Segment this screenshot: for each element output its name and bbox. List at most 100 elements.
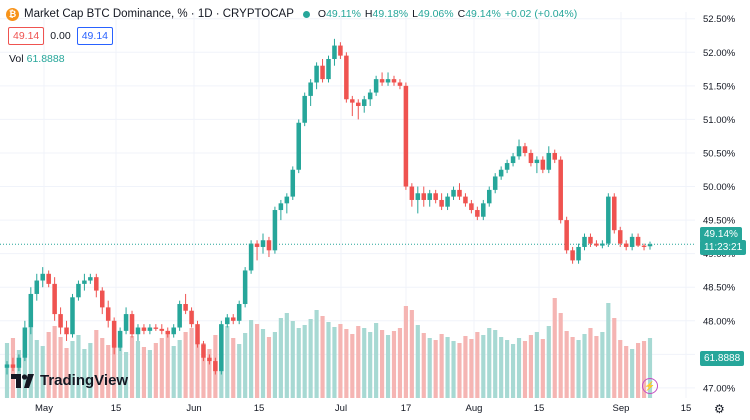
candle-body	[219, 324, 224, 372]
candle-body	[433, 193, 438, 200]
ohlc-change: +0.02 (+0.04%)	[504, 8, 578, 20]
volume-bar	[552, 298, 557, 398]
volume-bar	[457, 343, 462, 398]
volume-bar	[82, 349, 87, 398]
volume-bar	[534, 332, 539, 398]
candle-body	[629, 236, 635, 247]
candle-body	[171, 327, 176, 335]
candle-body	[600, 243, 605, 246]
volume-bar	[540, 339, 545, 398]
volume-bar	[606, 303, 611, 398]
candle-body	[492, 176, 498, 190]
volume-bar	[290, 321, 295, 398]
candle-body	[564, 220, 569, 251]
candle-body	[540, 159, 546, 170]
x-tick-label: 15	[254, 403, 265, 414]
candle-body	[207, 357, 212, 362]
candle-body	[439, 199, 444, 207]
volume-bar	[510, 344, 516, 398]
volume-bar	[22, 336, 27, 398]
candle-body	[22, 327, 28, 358]
volume-bar	[641, 341, 647, 398]
candle-body	[165, 330, 171, 335]
ask-price-button[interactable]: 49.14	[76, 27, 113, 45]
candle-body	[617, 230, 623, 244]
symbol-title[interactable]: Market Cap BTC Dominance, % · 1D · CRYPT…	[24, 8, 294, 20]
candle-body	[367, 92, 373, 100]
btc-coin-icon: ₿	[6, 7, 19, 21]
volume-bar	[582, 334, 587, 398]
volume-bar	[505, 340, 510, 398]
volume-bar	[141, 347, 147, 398]
candle-body	[82, 280, 87, 284]
volume-bar	[558, 313, 563, 398]
volume-bar	[159, 338, 164, 398]
volume-bar	[46, 332, 51, 398]
candle-body	[391, 79, 397, 83]
ohlc-values: O49.11% H49.18% L49.06% C49.14% +0.02 (+…	[318, 8, 577, 20]
x-tick-label: Aug	[466, 403, 483, 414]
ohlc-high: H49.18%	[364, 8, 409, 20]
y-tick-label: 48.00%	[703, 316, 736, 327]
candle-body	[582, 236, 587, 247]
candle-body	[510, 156, 516, 164]
candle-body	[230, 317, 236, 321]
volume-bar	[201, 343, 206, 398]
volume-bar	[320, 316, 325, 398]
volume-bar	[237, 344, 242, 398]
candle-body	[290, 169, 296, 197]
volume-bar	[338, 324, 343, 398]
candle-body	[397, 82, 403, 86]
volume-bar	[421, 333, 426, 398]
candle-body	[189, 310, 194, 325]
volume-bar	[165, 334, 170, 398]
candle-body	[16, 357, 22, 368]
volume-bar	[254, 324, 260, 398]
bid-price-button[interactable]: 49.14	[8, 27, 45, 45]
volume-bar	[433, 340, 438, 398]
settings-gear-icon[interactable]: ⚙	[714, 402, 725, 416]
candle-body	[308, 82, 313, 96]
volume-bar	[135, 341, 141, 398]
x-tick-label: 15	[111, 403, 122, 414]
candle-body	[338, 45, 343, 56]
candle-body	[486, 189, 492, 204]
volume-bar	[129, 336, 135, 398]
y-tick-label: 50.00%	[703, 182, 736, 193]
candle-body	[320, 65, 325, 80]
candle-body	[623, 243, 629, 247]
volume-legend[interactable]: Vol 61.8888	[9, 53, 65, 65]
volume-bar	[385, 335, 391, 398]
last-price-tag: 49.14%	[700, 227, 742, 242]
volume-bar	[40, 346, 45, 398]
candle-body	[105, 307, 111, 321]
volume-bar	[147, 350, 152, 398]
volume-bar	[528, 335, 534, 398]
volume-bar	[481, 335, 486, 398]
volume-bar	[469, 339, 474, 398]
volume-bar	[439, 334, 444, 398]
lightning-icon[interactable]: ⚡	[642, 378, 658, 394]
candle-body	[195, 324, 200, 345]
volume-bar	[177, 340, 182, 398]
candle-body	[546, 152, 552, 170]
candle-body	[361, 99, 367, 106]
volume-bar	[70, 341, 75, 398]
volume-bar	[362, 328, 367, 398]
candle-body	[576, 246, 581, 261]
candle-body	[403, 85, 409, 187]
candle-body	[254, 243, 260, 247]
volume-bar	[516, 338, 522, 398]
candle-body	[469, 203, 474, 211]
y-tick-label: 48.50%	[703, 283, 736, 294]
tradingview-logo[interactable]: TradingView	[11, 372, 128, 389]
candle-body	[99, 290, 105, 308]
ohlc-close: C49.14%	[457, 8, 501, 20]
volume-bar	[374, 323, 379, 398]
y-tick-label: 50.50%	[703, 148, 736, 159]
candle-body	[4, 364, 10, 368]
volume-bar	[100, 338, 105, 398]
candle-body	[534, 159, 540, 164]
x-tick-label: 15	[681, 403, 692, 414]
